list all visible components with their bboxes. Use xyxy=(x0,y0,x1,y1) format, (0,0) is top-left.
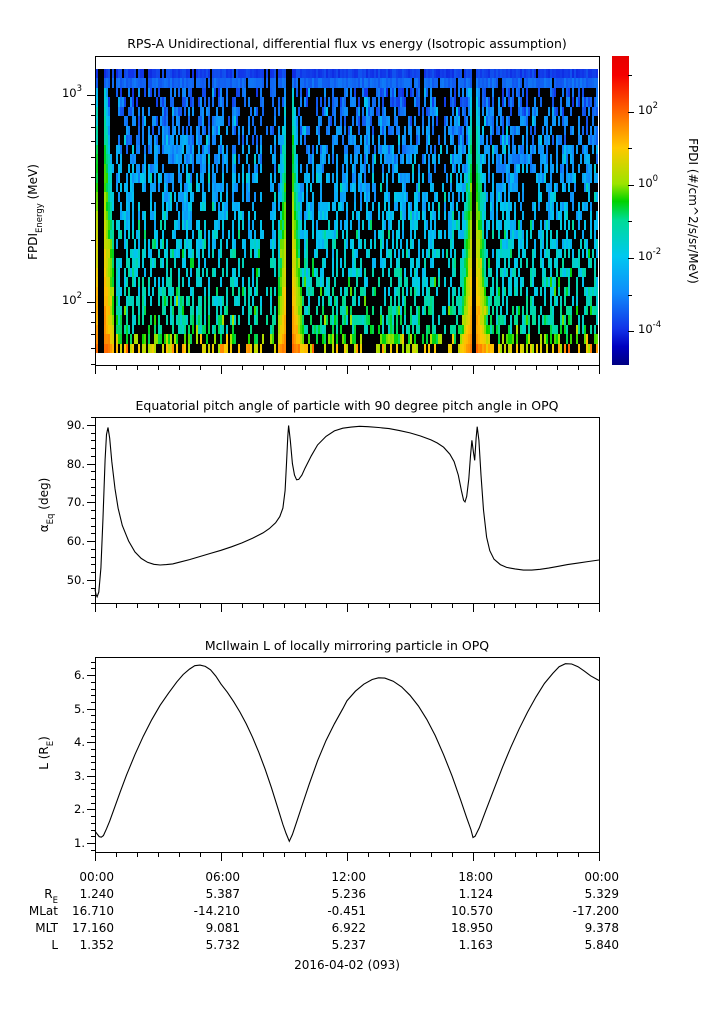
ephemeris-value: 9.378 xyxy=(584,921,619,935)
x-tick-label: 06:00 xyxy=(205,870,240,884)
alpha-panel-title: Equatorial pitch angle of particle with … xyxy=(135,398,559,413)
colorbar-tick-label: 10-2 xyxy=(638,247,662,263)
ephemeris-value: 5.840 xyxy=(584,938,619,952)
ephemeris-value: 1.352 xyxy=(79,938,114,952)
x-tick-label: 18:00 xyxy=(458,870,493,884)
mcilwain-panel-title: McIlwain L of locally mirroring particle… xyxy=(204,638,490,653)
mcilwain-y-tick-label: 3. xyxy=(74,769,85,783)
ephemeris-value: -17.200 xyxy=(572,904,619,918)
spectrogram-heatmap xyxy=(96,69,598,353)
alpha-curve xyxy=(94,425,600,599)
colorbar-tick-label: 100 xyxy=(638,174,659,190)
mcilwain-y-tick-label: 5. xyxy=(74,702,85,716)
x-tick-label: 00:00 xyxy=(79,870,114,884)
alpha-y-tick-label: 50. xyxy=(66,573,85,587)
ephemeris-value: 10.570 xyxy=(451,904,493,918)
ephemeris-row-label: L xyxy=(51,938,58,952)
ephemeris-value: 5.387 xyxy=(205,887,240,901)
mcilwain-y-tick-label: 4. xyxy=(74,735,85,749)
ephemeris-value: 5.236 xyxy=(331,887,366,901)
spectrogram-y-axis-label: FPDIEnergy (MeV) xyxy=(26,164,46,260)
x-tick-label: 00:00 xyxy=(584,870,619,884)
mcilwain-y-tick-label: 6. xyxy=(74,668,85,682)
ephemeris-value: 5.237 xyxy=(331,938,366,952)
ephemeris-row-label: MLT xyxy=(35,921,58,935)
alpha-y-tick-label: 70. xyxy=(66,495,85,509)
ephemeris-value: 6.922 xyxy=(331,921,366,935)
ephemeris-value: 1.240 xyxy=(79,887,114,901)
ephemeris-value: 1.124 xyxy=(458,887,493,901)
date-label: 2016-04-02 (093) xyxy=(294,958,400,972)
alpha-y-tick-label: 80. xyxy=(66,457,85,471)
mcilwain-frame xyxy=(95,657,600,853)
alpha-y-tick-label: 60. xyxy=(66,534,85,548)
spectrogram-title: RPS-A Unidirectional, differential flux … xyxy=(127,36,567,51)
mcilwain-y-tick-label: 2. xyxy=(74,802,85,816)
ephemeris-value: 18.950 xyxy=(451,921,493,935)
ephemeris-value: 5.732 xyxy=(205,938,240,952)
ephemeris-value: -0.451 xyxy=(327,904,366,918)
ephemeris-value: 17.160 xyxy=(72,921,114,935)
ephemeris-value: 1.163 xyxy=(458,938,493,952)
ephemeris-value: -14.210 xyxy=(193,904,240,918)
colorbar-tick-label: 102 xyxy=(638,101,659,117)
colorbar-label: FPDI (#/cm^2/s/sr/MeV) xyxy=(686,138,700,284)
alpha-frame xyxy=(95,417,600,604)
spectrogram-y-tick-label: 102 xyxy=(61,291,82,307)
mcilwain-curve xyxy=(94,663,600,843)
ephemeris-value: 9.081 xyxy=(205,921,240,935)
ephemeris-row-label: MLat xyxy=(28,904,58,918)
ephemeris-value: 16.710 xyxy=(72,904,114,918)
ephemeris-row-label: RE xyxy=(44,887,58,907)
spectrogram-y-tick-label: 103 xyxy=(61,84,82,100)
colorbar-tick-label: 10-4 xyxy=(638,320,662,336)
alpha-y-tick-label: 90. xyxy=(66,418,85,432)
mcilwain-y-tick-label: 1. xyxy=(74,836,85,850)
x-tick-label: 12:00 xyxy=(331,870,366,884)
colorbar-gradient xyxy=(612,56,629,365)
ephemeris-value: 5.329 xyxy=(584,887,619,901)
